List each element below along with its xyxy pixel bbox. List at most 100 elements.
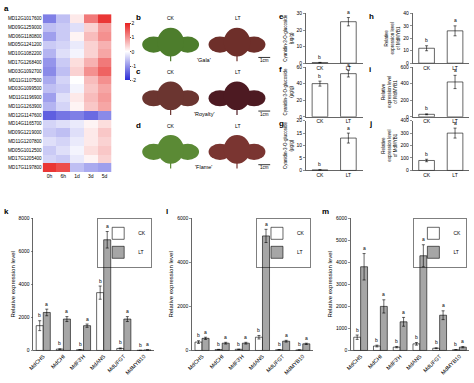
svg-text:b: b [197, 332, 200, 338]
svg-text:a: a [347, 125, 350, 131]
svg-text:'Royalty': 'Royalty' [194, 111, 214, 117]
svg-text:a: a [265, 221, 268, 227]
svg-text:MdMYB10: MdMYB10 [283, 353, 305, 375]
svg-text:LT: LT [297, 249, 302, 255]
svg-text:a: a [382, 291, 385, 297]
svg-text:MdCHI: MdCHI [208, 353, 225, 370]
svg-text:2: 2 [132, 20, 135, 26]
svg-text:a: a [224, 334, 227, 340]
svg-text:e: e [279, 12, 284, 21]
svg-text:3d: 3d [88, 173, 94, 179]
svg-text:10: 10 [297, 43, 303, 49]
svg-text:a: a [305, 335, 308, 341]
svg-text:400: 400 [400, 117, 409, 123]
svg-text:1cm: 1cm [260, 165, 269, 170]
svg-text:0: 0 [186, 347, 189, 353]
svg-text:a: a [402, 309, 405, 315]
svg-text:a: a [244, 334, 247, 340]
svg-text:b: b [217, 341, 220, 347]
svg-text:LT: LT [235, 69, 240, 75]
svg-text:MdMYB10: MdMYB10 [440, 353, 462, 375]
svg-text:MD17G1268400: MD17G1268400 [8, 60, 42, 65]
svg-text:MD11G1196900: MD11G1196900 [9, 95, 42, 100]
svg-text:LT: LT [346, 172, 351, 178]
svg-text:MdANS: MdANS [247, 353, 265, 371]
svg-text:MD11G1263900: MD11G1263900 [8, 104, 42, 109]
svg-text:b: b [278, 341, 281, 347]
svg-text:'Gala': 'Gala' [197, 57, 211, 63]
svg-text:b: b [454, 341, 457, 347]
svg-text:0h: 0h [47, 173, 53, 179]
svg-text:Cyanidin-3-O-glucoside(μg/g): Cyanidin-3-O-glucoside(μg/g) [283, 14, 294, 62]
svg-text:f: f [279, 65, 282, 74]
svg-text:40: 40 [403, 10, 409, 16]
svg-text:b: b [139, 342, 142, 348]
svg-text:a: a [86, 316, 89, 322]
svg-text:MdCHS: MdCHS [28, 353, 46, 371]
svg-text:MdCHS: MdCHS [187, 353, 205, 371]
svg-text:b: b [237, 341, 240, 347]
svg-text:20: 20 [297, 97, 303, 103]
svg-text:20: 20 [403, 35, 409, 41]
svg-text:LT: LT [346, 65, 351, 71]
svg-text:MD03G1099500: MD03G1099500 [8, 86, 42, 91]
svg-text:MD03G1092700: MD03G1092700 [8, 69, 42, 74]
svg-text:MD17G1197800: MD17G1197800 [8, 165, 42, 170]
svg-text:MdUFGT: MdUFGT [265, 353, 286, 374]
svg-text:0: 0 [299, 60, 302, 66]
svg-text:a: a [285, 332, 288, 338]
svg-text:Relativeexpression levelof MdM: Relativeexpression levelof MdMYB1 [381, 76, 398, 108]
svg-text:-1: -1 [132, 63, 137, 69]
svg-text:b: b [375, 337, 378, 343]
svg-text:b: b [318, 73, 321, 79]
svg-text:LT: LT [235, 15, 240, 21]
svg-text:20: 20 [297, 27, 303, 33]
svg-text:MdMYB10: MdMYB10 [124, 353, 146, 375]
svg-text:MD09G1259000: MD09G1259000 [8, 25, 42, 30]
svg-text:a: a [347, 9, 350, 15]
svg-text:4000: 4000 [336, 259, 347, 265]
svg-text:b: b [425, 151, 428, 157]
svg-text:b: b [425, 37, 428, 43]
svg-text:0: 0 [344, 347, 347, 353]
svg-text:b: b [79, 341, 82, 347]
svg-text:b: b [435, 339, 438, 345]
svg-text:MdANS: MdANS [89, 353, 107, 371]
svg-text:3000: 3000 [336, 281, 347, 287]
svg-text:MD05G1241200: MD05G1241200 [8, 42, 42, 47]
svg-text:a: a [454, 120, 457, 126]
svg-text:b: b [318, 161, 321, 167]
svg-text:0: 0 [132, 49, 135, 55]
svg-text:b: b [119, 339, 122, 345]
svg-text:MD11G1207800: MD11G1207800 [8, 139, 42, 144]
svg-text:LT: LT [452, 172, 457, 178]
svg-text:2000: 2000 [18, 314, 29, 320]
svg-text:Relative expression level: Relative expression level [327, 251, 333, 317]
svg-text:a: a [106, 223, 109, 229]
svg-text:b: b [38, 312, 41, 318]
svg-text:10: 10 [403, 47, 409, 53]
svg-text:LT: LT [453, 249, 458, 255]
svg-text:LT: LT [138, 249, 143, 255]
svg-text:a: a [126, 308, 129, 314]
svg-text:MdCHI: MdCHI [367, 353, 384, 370]
svg-text:MD06G1180800: MD06G1180800 [8, 34, 42, 39]
svg-text:a: a [454, 67, 457, 73]
svg-text:a: a [454, 17, 457, 23]
svg-text:MD12G1017600: MD12G1017600 [8, 16, 42, 21]
svg-text:5000: 5000 [336, 237, 347, 243]
svg-text:MD10G1082200: MD10G1082200 [8, 51, 42, 56]
svg-text:4000: 4000 [177, 259, 188, 265]
svg-text:a: a [204, 329, 207, 335]
svg-text:1: 1 [132, 34, 135, 40]
svg-text:CK: CK [423, 65, 431, 71]
svg-text:CK: CK [316, 65, 324, 71]
svg-text:CK: CK [138, 230, 146, 236]
svg-text:CK: CK [423, 118, 431, 124]
svg-text:MD17G1205400: MD17G1205400 [8, 156, 42, 161]
svg-text:0: 0 [406, 114, 409, 120]
svg-text:Relativeexpression levelof MdM: Relativeexpression levelof MdMYB1 [384, 22, 401, 54]
svg-text:a: a [4, 4, 9, 13]
svg-text:300: 300 [400, 130, 409, 136]
svg-text:1cm: 1cm [260, 112, 269, 117]
